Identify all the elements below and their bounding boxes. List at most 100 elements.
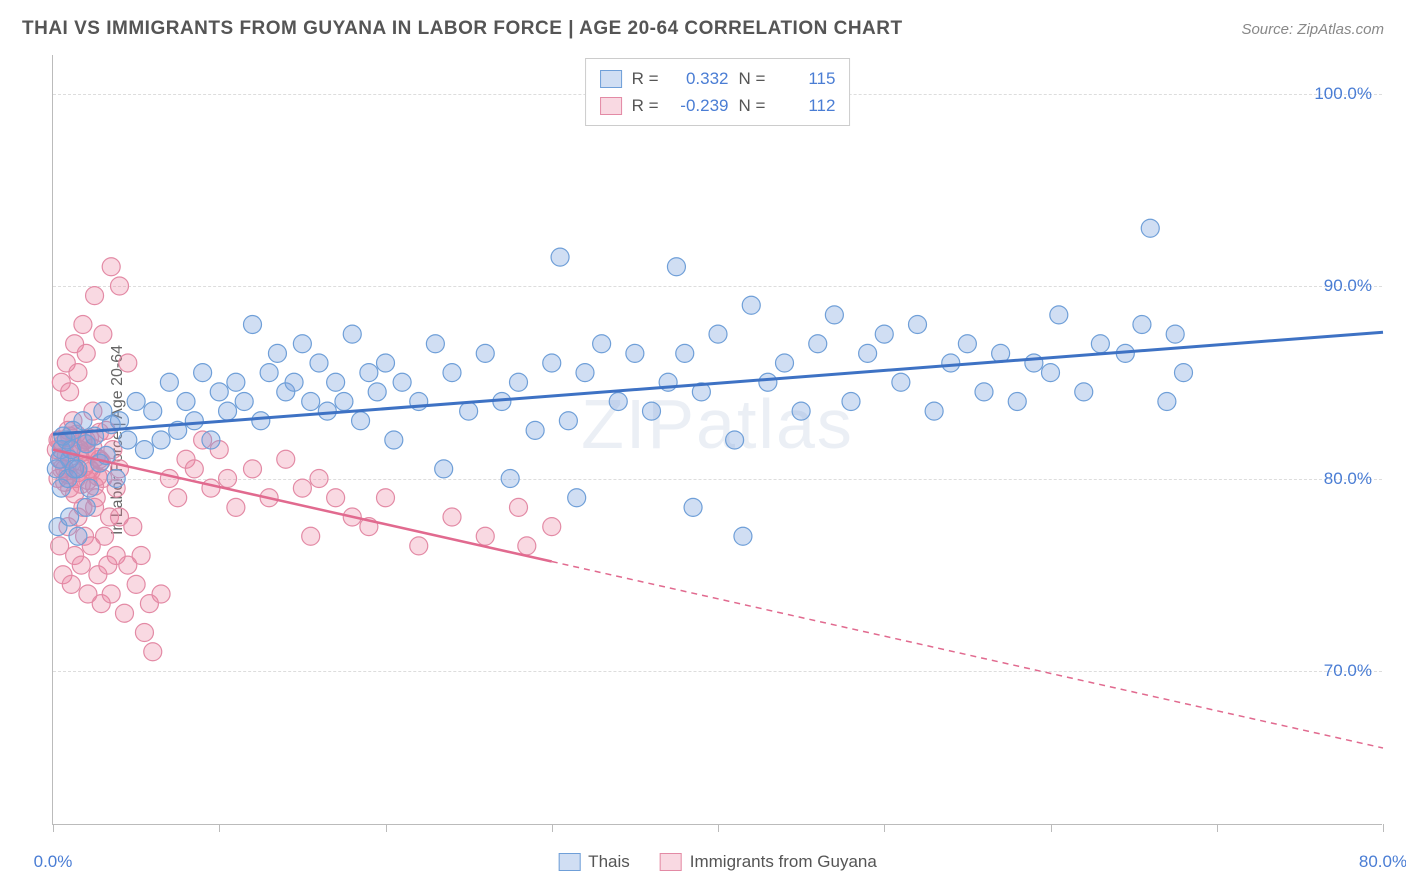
x-tick [1217, 824, 1218, 832]
data-point [676, 344, 694, 362]
data-point [942, 354, 960, 372]
data-point [510, 498, 528, 516]
data-point [759, 373, 777, 391]
x-tick [552, 824, 553, 832]
data-point [252, 412, 270, 430]
x-tick [884, 824, 885, 832]
data-point [144, 402, 162, 420]
n-value-guyana: 112 [775, 92, 835, 119]
data-point [293, 335, 311, 353]
data-point [310, 354, 328, 372]
data-point [443, 508, 461, 526]
data-point [107, 470, 125, 488]
data-point [81, 479, 99, 497]
data-point [111, 277, 129, 295]
data-point [219, 470, 237, 488]
x-tick [219, 824, 220, 832]
data-point [360, 364, 378, 382]
data-point [875, 325, 893, 343]
data-point [742, 296, 760, 314]
data-point [1008, 393, 1026, 411]
data-point [684, 498, 702, 516]
data-point [352, 412, 370, 430]
data-point [260, 364, 278, 382]
data-point [476, 527, 494, 545]
data-point [119, 431, 137, 449]
data-point [958, 335, 976, 353]
data-point [385, 431, 403, 449]
data-point [709, 325, 727, 343]
data-point [119, 354, 137, 372]
data-point [102, 585, 120, 603]
n-value-thais: 115 [775, 65, 835, 92]
data-point [244, 460, 262, 478]
scatter-svg [53, 55, 1382, 824]
x-tick [1383, 824, 1384, 832]
data-point [859, 344, 877, 362]
data-point [1158, 393, 1176, 411]
data-point [185, 412, 203, 430]
data-point [909, 316, 927, 334]
data-point [111, 412, 129, 430]
data-point [377, 489, 395, 507]
data-point [61, 383, 79, 401]
data-point [61, 508, 79, 526]
data-point [460, 402, 478, 420]
data-point [69, 527, 87, 545]
data-point [576, 364, 594, 382]
data-point [1050, 306, 1068, 324]
legend-item-guyana: Immigrants from Guyana [660, 852, 877, 872]
data-point [1042, 364, 1060, 382]
data-point [343, 325, 361, 343]
data-point [202, 431, 220, 449]
data-point [160, 470, 178, 488]
r-value-thais: 0.332 [669, 65, 729, 92]
data-point [543, 518, 561, 536]
data-point [94, 325, 112, 343]
series-legend: Thais Immigrants from Guyana [558, 852, 877, 872]
data-point [227, 498, 245, 516]
data-point [310, 470, 328, 488]
data-point [302, 393, 320, 411]
n-label: N = [739, 65, 766, 92]
n-label: N = [739, 92, 766, 119]
legend-label-guyana: Immigrants from Guyana [690, 852, 877, 872]
data-point [501, 470, 519, 488]
data-point [1175, 364, 1193, 382]
legend-label-thais: Thais [588, 852, 630, 872]
data-point [127, 575, 145, 593]
data-point [244, 316, 262, 334]
data-point [135, 624, 153, 642]
data-point [593, 335, 611, 353]
chart-plot-area: In Labor Force | Age 20-64 ZIPatlas R = … [52, 55, 1382, 825]
data-point [568, 489, 586, 507]
data-point [368, 383, 386, 401]
data-point [62, 575, 80, 593]
trend-line [53, 450, 552, 562]
x-tick [1051, 824, 1052, 832]
data-point [96, 527, 114, 545]
r-label: R = [632, 92, 659, 119]
data-point [194, 364, 212, 382]
data-point [169, 489, 187, 507]
x-tick-label: 0.0% [34, 852, 73, 872]
chart-header: THAI VS IMMIGRANTS FROM GUYANA IN LABOR … [22, 18, 1384, 40]
data-point [285, 373, 303, 391]
x-tick-label: 80.0% [1359, 852, 1406, 872]
data-point [925, 402, 943, 420]
r-value-guyana: -0.239 [669, 92, 729, 119]
data-point [393, 373, 411, 391]
legend-row-guyana: R = -0.239 N = 112 [600, 92, 836, 119]
swatch-guyana [600, 97, 622, 115]
data-point [293, 479, 311, 497]
data-point [77, 344, 95, 362]
data-point [74, 412, 92, 430]
data-point [327, 489, 345, 507]
data-point [518, 537, 536, 555]
data-point [1133, 316, 1151, 334]
x-tick [53, 824, 54, 832]
data-point [443, 364, 461, 382]
data-point [435, 460, 453, 478]
data-point [318, 402, 336, 420]
data-point [152, 585, 170, 603]
